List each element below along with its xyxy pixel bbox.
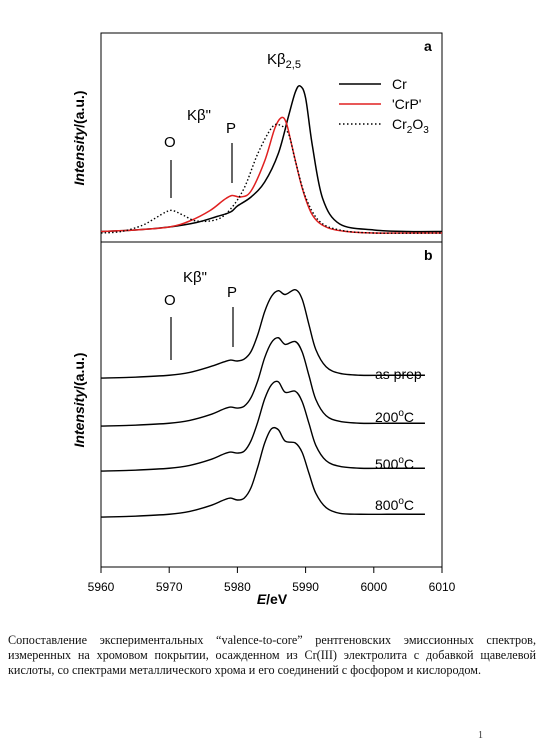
- panel-b: b Kβ" P O as prep 200oC 500oC 800oC Inte…: [71, 241, 456, 607]
- series-500c-line: [100, 380, 425, 472]
- legend-cr-label: Cr: [392, 76, 407, 92]
- x-tick-label-5970: 5970: [156, 580, 183, 594]
- legend-cr2o3-label: Cr2O3: [392, 116, 429, 136]
- kbeta-double-label-a: Kβ": [187, 107, 211, 124]
- figure-caption: Сопоставление экспериментальных “valence…: [8, 633, 536, 677]
- series-cr-line: [100, 85, 443, 233]
- p-label-b: P: [227, 284, 237, 301]
- x-tick-label-5990: 5990: [292, 580, 319, 594]
- panel-b-label: b: [424, 247, 433, 263]
- panel-b-frame: [100, 241, 443, 568]
- x-tick-label-5960: 5960: [88, 580, 115, 594]
- panel-a: a Kβ2,5 Kβ" P O Cr 'CrP' Cr2O3 Intensity…: [71, 32, 443, 243]
- curve-label-200: 200oC: [375, 408, 414, 425]
- panel-a-label: a: [424, 38, 432, 54]
- series-200c-line: [100, 337, 425, 427]
- x-tick-label-5980: 5980: [224, 580, 251, 594]
- y-axis-label-b: Intensity/(a.u.): [71, 353, 87, 448]
- x-tick-label-6000: 6000: [360, 580, 387, 594]
- x-tick-label-6010: 6010: [429, 580, 456, 594]
- series-crp-line: [100, 116, 442, 234]
- o-label-a: O: [164, 134, 176, 151]
- y-axis-label-a: Intensity/(a.u.): [71, 91, 87, 186]
- panel-a-series-group: [100, 85, 443, 234]
- x-axis-ticks: 5960 5970 5980 5990 6000 6010: [88, 567, 456, 594]
- spectra-figure: a Kβ2,5 Kβ" P O Cr 'CrP' Cr2O3 Intensity…: [71, 32, 456, 607]
- curve-label-500: 500oC: [375, 455, 414, 472]
- page-number: 1: [478, 730, 483, 741]
- p-label-a: P: [226, 120, 236, 137]
- kbeta25-label: Kβ2,5: [267, 51, 301, 71]
- legend-crp-label: 'CrP': [392, 96, 421, 112]
- curve-label-as-prep: as prep: [375, 366, 422, 382]
- series-800c-line: [100, 426, 425, 518]
- panel-b-series-group: [100, 289, 425, 518]
- o-label-b: O: [164, 292, 176, 309]
- curve-label-800: 800oC: [375, 496, 414, 513]
- legend: Cr 'CrP' Cr2O3: [339, 76, 429, 136]
- series-as-prep-line: [100, 289, 425, 379]
- kbeta-double-label-b: Kβ": [183, 269, 207, 286]
- x-axis-label: E/eV: [257, 591, 288, 607]
